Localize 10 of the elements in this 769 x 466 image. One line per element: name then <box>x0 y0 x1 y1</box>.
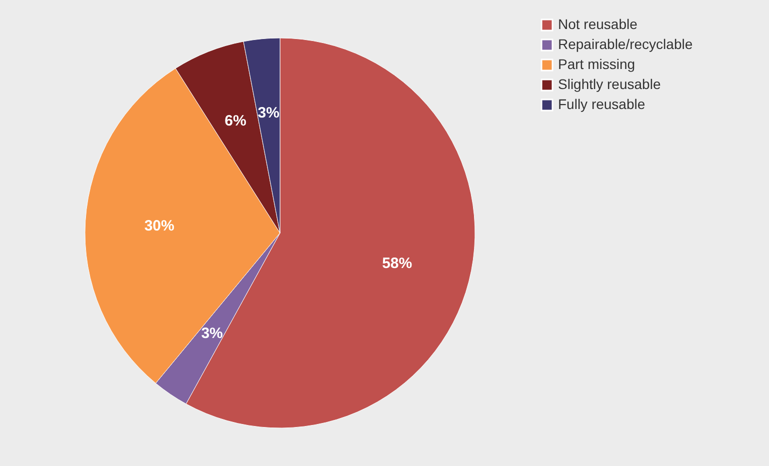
legend-label: Fully reusable <box>558 96 646 112</box>
legend-label: Slightly reusable <box>558 76 661 92</box>
legend-label: Part missing <box>558 56 636 72</box>
data-label: 30% <box>144 217 174 234</box>
legend-label: Repairable/recyclable <box>558 36 693 52</box>
legend-label: Not reusable <box>558 16 638 32</box>
data-label: 3% <box>258 104 280 122</box>
data-label: 6% <box>224 112 246 130</box>
data-label: 58% <box>382 255 412 272</box>
data-label: 3% <box>201 324 223 342</box>
